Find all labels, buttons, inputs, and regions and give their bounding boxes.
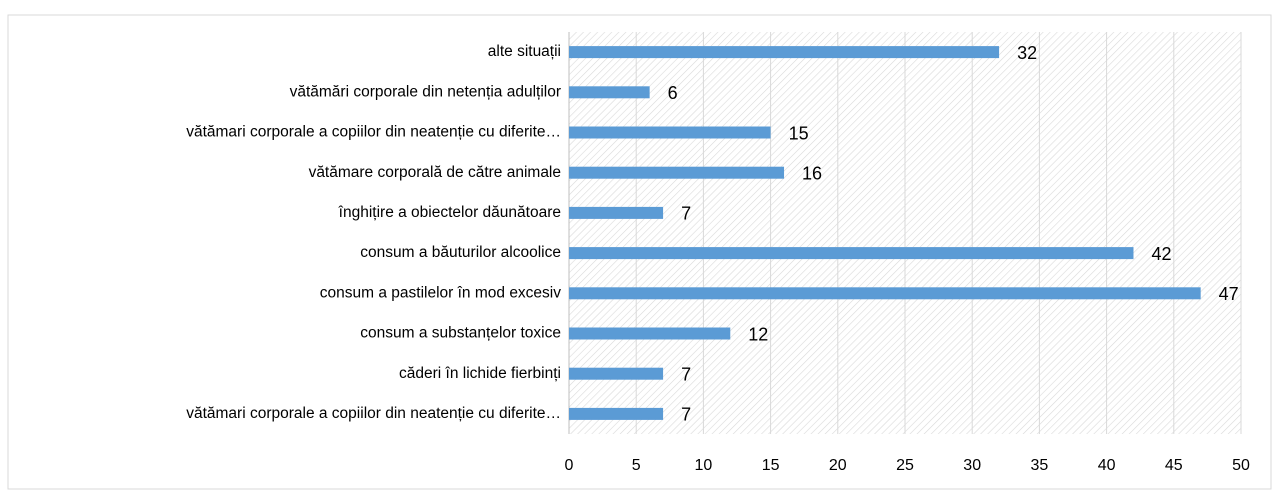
data-label: 7 xyxy=(681,364,691,384)
data-label: 15 xyxy=(789,123,809,143)
y-tick-label: vătămare corporală de către animale xyxy=(309,164,561,181)
x-tick-label: 0 xyxy=(565,457,574,474)
data-label: 6 xyxy=(668,83,678,103)
bar xyxy=(569,407,664,420)
x-tick-label: 25 xyxy=(896,457,914,474)
data-label: 47 xyxy=(1219,284,1239,304)
x-tick-label: 45 xyxy=(1165,457,1183,474)
y-tick-label: vătămari corporale a copiilor din neaten… xyxy=(186,405,561,422)
y-tick-label: consum a pastilelor în mod excesiv xyxy=(320,284,561,301)
bar xyxy=(569,287,1201,300)
bar xyxy=(569,166,785,179)
bar xyxy=(569,367,664,380)
y-tick-label: alte situații xyxy=(488,43,561,60)
x-tick-label: 20 xyxy=(829,457,847,474)
y-tick-label: vătămări corporale din netenția adulțilo… xyxy=(290,83,561,100)
data-label: 42 xyxy=(1151,244,1171,264)
bar xyxy=(569,247,1134,260)
y-tick-label: căderi în lichide fierbinți xyxy=(399,365,561,382)
bar xyxy=(569,327,731,340)
y-tick-label: înghițire a obiectelor dăunătoare xyxy=(338,204,561,221)
bar xyxy=(569,86,650,99)
data-label: 16 xyxy=(802,163,822,183)
bar xyxy=(569,46,1000,59)
x-tick-label: 40 xyxy=(1098,457,1116,474)
y-tick-label: consum a băuturilor alcoolice xyxy=(360,244,561,261)
data-label: 7 xyxy=(681,405,691,425)
bar xyxy=(569,126,771,139)
bar xyxy=(569,206,664,219)
data-label: 32 xyxy=(1017,43,1037,63)
x-tick-label: 30 xyxy=(963,457,981,474)
y-tick-label: vătămari corporale a copiilor din neaten… xyxy=(186,124,561,141)
x-tick-label: 5 xyxy=(632,457,641,474)
data-label: 12 xyxy=(748,324,768,344)
x-tick-label: 15 xyxy=(762,457,780,474)
y-tick-label: consum a substanțelor toxice xyxy=(360,325,561,342)
x-tick-label: 50 xyxy=(1232,457,1250,474)
x-tick-label: 10 xyxy=(695,457,713,474)
x-tick-label: 35 xyxy=(1031,457,1049,474)
data-label: 7 xyxy=(681,204,691,224)
